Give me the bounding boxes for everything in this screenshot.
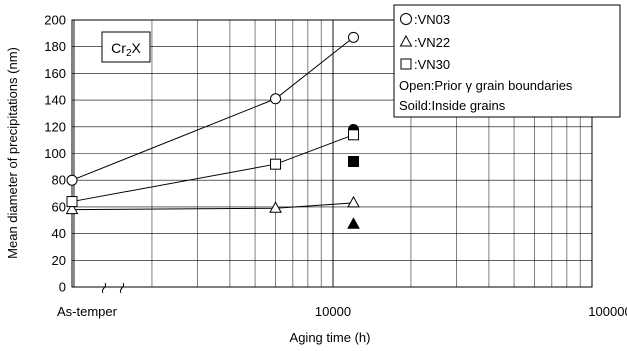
data-point-circle xyxy=(66,174,78,186)
x-axis-label: Aging time (h) xyxy=(290,330,371,345)
phase-label-tail: X xyxy=(132,40,142,56)
legend-solid-note: Soild:Inside grains xyxy=(399,98,506,113)
data-point-square xyxy=(348,129,360,141)
axis-break-stroke xyxy=(101,282,107,294)
data-point-square xyxy=(270,158,282,170)
data-point-triangle xyxy=(347,217,360,229)
data-point-square xyxy=(66,196,78,208)
legend-frame xyxy=(393,4,621,118)
legend-open-note: Open:Prior γ grain boundaries xyxy=(399,78,573,93)
series-vn22-open xyxy=(65,195,360,215)
legend-circle-marker xyxy=(400,13,412,25)
phase-label-box: Cr2X xyxy=(101,31,151,63)
legend-vn22: :VN22 xyxy=(414,35,450,50)
y-tick-label: 180 xyxy=(44,39,66,54)
series xyxy=(65,31,360,229)
y-tick-label: 40 xyxy=(52,226,66,241)
series-line xyxy=(71,202,354,211)
series-vn30-open xyxy=(66,129,360,208)
axis-break-stroke xyxy=(119,282,125,294)
data-point-triangle xyxy=(269,201,282,213)
y-tick-label: 140 xyxy=(44,93,66,108)
y-tick-label: 100 xyxy=(44,146,66,161)
data-point-circle xyxy=(270,93,282,105)
series-line xyxy=(71,134,354,203)
data-point-circle xyxy=(348,31,360,43)
data-point-triangle xyxy=(347,195,360,208)
x-tick-labels: As-temper 10000 100000 xyxy=(57,282,627,319)
y-tick-label: 160 xyxy=(44,66,66,81)
phase-label-sub: 2 xyxy=(126,48,132,59)
axis-break-mark xyxy=(101,282,125,294)
x-tick-label: 10000 xyxy=(315,304,351,319)
plot-frame xyxy=(71,19,593,288)
data-point-triangle xyxy=(65,202,79,215)
x-tick-label: As-temper xyxy=(57,304,118,319)
legend-vn30: :VN30 xyxy=(414,57,450,72)
y-tick-label: 80 xyxy=(52,173,66,188)
data-point-square xyxy=(348,156,360,168)
legend-square-marker xyxy=(400,58,412,70)
y-tick-label: 0 xyxy=(59,280,66,295)
phase-label-frame xyxy=(101,31,151,63)
phase-label: Cr2X xyxy=(111,40,141,59)
legend-triangle-marker xyxy=(399,34,413,47)
x-tick-label: 100000 xyxy=(588,304,627,319)
y-tick-label: 20 xyxy=(52,253,66,268)
legend: :VN03 :VN22 :VN30 Open:Prior γ grain bou… xyxy=(393,4,621,118)
y-tick-label: 200 xyxy=(44,13,66,28)
series-vn30-solid xyxy=(348,156,360,168)
y-tick-labels: 0 20 40 60 80 100 120 140 160 180 200 xyxy=(44,13,66,295)
y-tick-label: 120 xyxy=(44,119,66,134)
y-axis-label: Mean diameter of precipitations (nm) xyxy=(5,47,20,259)
phase-label-main: Cr xyxy=(111,40,126,56)
series-vn22-solid xyxy=(347,217,360,229)
legend-vn03: :VN03 xyxy=(414,12,450,27)
series-vn03-open xyxy=(66,31,360,186)
y-tick-label: 60 xyxy=(52,199,66,214)
